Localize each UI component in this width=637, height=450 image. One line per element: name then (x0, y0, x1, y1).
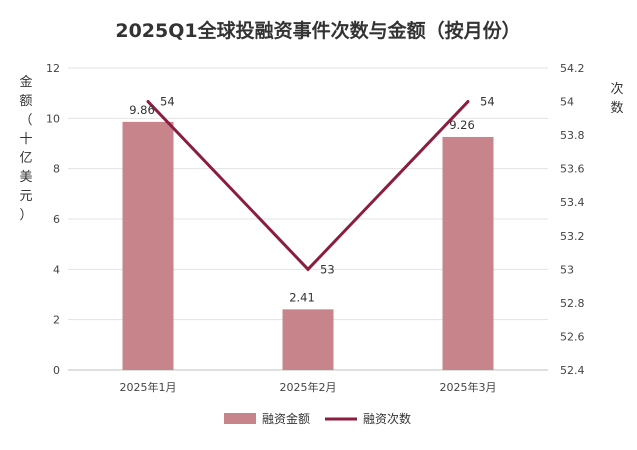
x-tick-label: 2025年3月 (440, 380, 497, 394)
y-tick-label: 4 (53, 263, 60, 276)
y2-tick-label: 54 (560, 96, 574, 109)
bar (282, 309, 334, 370)
y2-tick-label: 53.8 (560, 129, 585, 142)
y2-tick-label: 52.4 (560, 364, 585, 377)
line-point (146, 100, 150, 104)
line-data-label: 53 (320, 262, 335, 276)
y2-tick-label: 53 (560, 263, 574, 276)
y-tick-label: 0 (53, 364, 60, 377)
x-tick-label: 2025年1月 (120, 380, 177, 394)
line-data-label: 54 (480, 95, 495, 109)
bar-data-label: 2.41 (289, 290, 315, 304)
y2-tick-label: 53.4 (560, 196, 585, 209)
y2-tick-label: 54.2 (560, 62, 585, 75)
legend-label-line: 融资次数 (363, 411, 411, 426)
y2-tick-label: 52.6 (560, 330, 585, 343)
bar-data-label: 9.86 (129, 103, 155, 117)
bar (442, 136, 494, 370)
legend-label-bar: 融资金额 (262, 411, 310, 426)
line-data-label: 54 (160, 95, 175, 109)
line-point (306, 267, 310, 271)
line-series (146, 100, 470, 272)
y-axis-title: 金额（十亿美元） (19, 74, 32, 223)
y2-tick-label: 53.6 (560, 163, 585, 176)
y-tick-label: 6 (53, 213, 60, 226)
y-tick-label: 10 (46, 112, 60, 125)
bar-data-label: 9.26 (449, 118, 475, 132)
y2-axis-title: 次数 (610, 81, 623, 116)
x-tick-label: 2025年2月 (280, 380, 337, 394)
y2-tick-label: 53.2 (560, 230, 585, 243)
y-tick-label: 2 (53, 314, 60, 327)
y2-tick-label: 52.8 (560, 297, 585, 310)
y-tick-label: 8 (53, 163, 60, 176)
legend-swatch-bar (224, 413, 256, 424)
bar (122, 121, 174, 371)
line-point (466, 100, 470, 104)
chart-title: 2025Q1全球投融资事件次数与金额（按月份） (115, 19, 520, 42)
y-tick-label: 12 (46, 62, 60, 75)
